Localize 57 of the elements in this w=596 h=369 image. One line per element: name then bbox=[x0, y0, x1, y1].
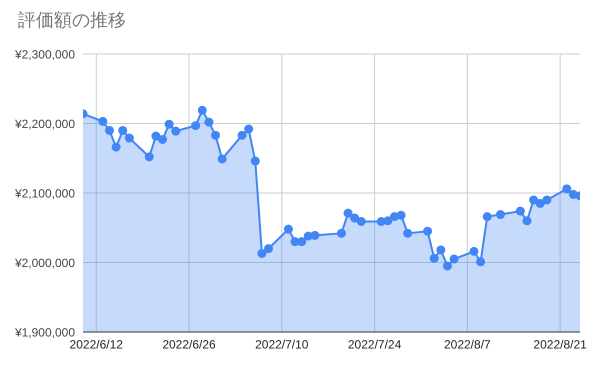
point bbox=[496, 210, 505, 220]
point bbox=[350, 214, 360, 223]
point bbox=[284, 224, 293, 234]
point bbox=[516, 206, 525, 216]
point bbox=[536, 198, 545, 208]
point bbox=[476, 257, 486, 266]
point bbox=[450, 254, 459, 264]
chart-title: 評価額の推移 bbox=[18, 9, 126, 32]
point bbox=[244, 124, 254, 134]
point bbox=[204, 118, 214, 127]
point bbox=[356, 216, 366, 226]
x-tick-label: 2022/7/10 bbox=[255, 338, 309, 352]
point bbox=[112, 142, 121, 152]
x-tick-label: 2022/8/7 bbox=[444, 338, 492, 352]
point bbox=[151, 132, 160, 141]
y-tick-label: ¥2,200,000 bbox=[14, 116, 76, 131]
x-tick-label: 2022/6/12 bbox=[70, 338, 124, 352]
point bbox=[164, 120, 174, 129]
x-tick-label: 2022/8/21 bbox=[533, 338, 588, 352]
point bbox=[522, 216, 532, 226]
point bbox=[423, 226, 432, 236]
point bbox=[482, 212, 492, 222]
point bbox=[297, 237, 306, 246]
point bbox=[344, 208, 353, 218]
y-tick-label: ¥2,100,000 bbox=[14, 186, 76, 200]
y-tick-label: ¥2,000,000 bbox=[14, 256, 76, 270]
point bbox=[469, 246, 478, 256]
point bbox=[336, 228, 346, 238]
point bbox=[218, 154, 227, 164]
point bbox=[257, 248, 266, 258]
point bbox=[529, 195, 538, 204]
point bbox=[250, 156, 260, 166]
point bbox=[436, 245, 446, 254]
point bbox=[198, 106, 207, 115]
point bbox=[118, 126, 128, 135]
point bbox=[430, 254, 439, 263]
point bbox=[105, 126, 114, 135]
point bbox=[310, 230, 320, 240]
point bbox=[124, 134, 134, 143]
point bbox=[158, 134, 168, 144]
point bbox=[191, 121, 200, 130]
point bbox=[238, 130, 247, 140]
point bbox=[144, 152, 154, 162]
x-tick-label: 2022/7/24 bbox=[348, 338, 402, 352]
point bbox=[171, 126, 180, 136]
point bbox=[442, 261, 452, 270]
point bbox=[403, 228, 412, 238]
point bbox=[396, 210, 406, 220]
y-tick-label: ¥1,900,000 bbox=[14, 325, 76, 340]
point bbox=[562, 184, 572, 194]
y-tick-label: ¥2,300,000 bbox=[14, 47, 76, 62]
x-tick-label: 2022/6/26 bbox=[162, 338, 216, 352]
point bbox=[542, 195, 552, 204]
point bbox=[383, 216, 392, 226]
point bbox=[98, 116, 108, 126]
point bbox=[211, 130, 220, 140]
point bbox=[264, 244, 274, 254]
